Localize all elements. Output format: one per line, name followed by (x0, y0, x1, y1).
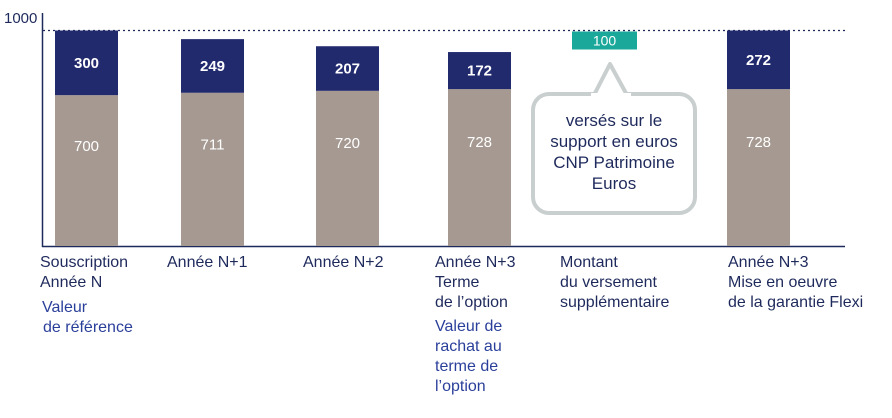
bar-value-label: 720 (335, 135, 360, 152)
bar-segment-base (727, 89, 790, 246)
category-label-line: Année N (40, 274, 103, 291)
category-sub-label: Valeur de rachat au terme de l’option (435, 317, 502, 397)
category-sub-label: Valeur de référence (42, 298, 133, 338)
category-label: Année N+3 Terme de l’option (435, 253, 516, 313)
bar-segment-base (448, 89, 511, 246)
bar-value-label: 700 (74, 138, 99, 155)
category-sub-label-line: terme de (435, 358, 499, 375)
category-label-line: Montant (560, 254, 618, 271)
bar-value-label: 711 (201, 136, 225, 153)
category-label: Année N+2 (303, 253, 384, 273)
bar-segment-base (181, 92, 244, 246)
bars-group: 700 300 711 249 720 207 728 172 728 272 100 (55, 30, 790, 247)
category-label-line: Année N+3 (435, 254, 516, 271)
bar-value-label: 728 (467, 134, 492, 151)
category-label-line: de la garantie Flexi (728, 294, 864, 311)
annotation-line: CNP Patrimoine (553, 153, 675, 172)
category-label-line: Terme (435, 274, 480, 291)
bar-segment-base (316, 90, 379, 246)
category-label-line: supplémentaire (560, 294, 670, 311)
annotation-callout: versés sur le support en euros CNP Patri… (531, 92, 697, 215)
bar-value-label: 300 (74, 55, 99, 72)
category-sub-label-line: de référence (43, 319, 133, 336)
bar-segment-top (55, 30, 118, 96)
bar-value-label: 728 (746, 134, 771, 151)
annotation-line: versés sur le (565, 111, 663, 130)
bar-segment-top (727, 30, 790, 90)
category-label-line: Année N+3 (728, 254, 809, 271)
extra-bar (572, 31, 637, 50)
category-label: Souscription Année N (40, 253, 128, 293)
category-label-line: Année N+2 (303, 254, 384, 271)
category-label-line: de l’option (435, 294, 508, 311)
category-label-line: du versement (560, 274, 657, 291)
annotation-text: versés sur le support en euros CNP Patri… (535, 110, 693, 194)
bar-value-label: 272 (746, 52, 771, 69)
category-label-line: Année N+1 (167, 254, 248, 271)
category-label: Année N+3 Mise en oeuvre de la garantie … (728, 253, 863, 313)
category-label: Année N+1 (167, 253, 248, 273)
extra-bar-label: 100 (593, 33, 617, 49)
category-label-line: Souscription (40, 254, 129, 271)
bar-value-label: 172 (467, 63, 492, 80)
y-tick-label: 1000 (4, 10, 37, 27)
bar-segment-top (181, 39, 244, 93)
category-sub-label-line: Valeur (42, 299, 88, 316)
category-sub-label-line: Valeur de (435, 318, 503, 335)
annotation-line: support en euros (550, 132, 678, 151)
category-sub-label-line: rachat au (435, 338, 502, 355)
bar-segment-top (448, 52, 511, 90)
bar-value-label: 249 (200, 58, 225, 75)
callout-pointer (591, 62, 631, 96)
category-label: Montant du versement supplémentaire (560, 253, 669, 313)
category-label-line: Mise en oeuvre (728, 274, 838, 291)
annotation-line: Euros (591, 174, 637, 193)
bar-value-label: 207 (335, 61, 360, 78)
category-sub-label-line: l’option (435, 378, 486, 395)
bar-segment-base (55, 95, 118, 247)
bar-segment-top (316, 46, 379, 91)
